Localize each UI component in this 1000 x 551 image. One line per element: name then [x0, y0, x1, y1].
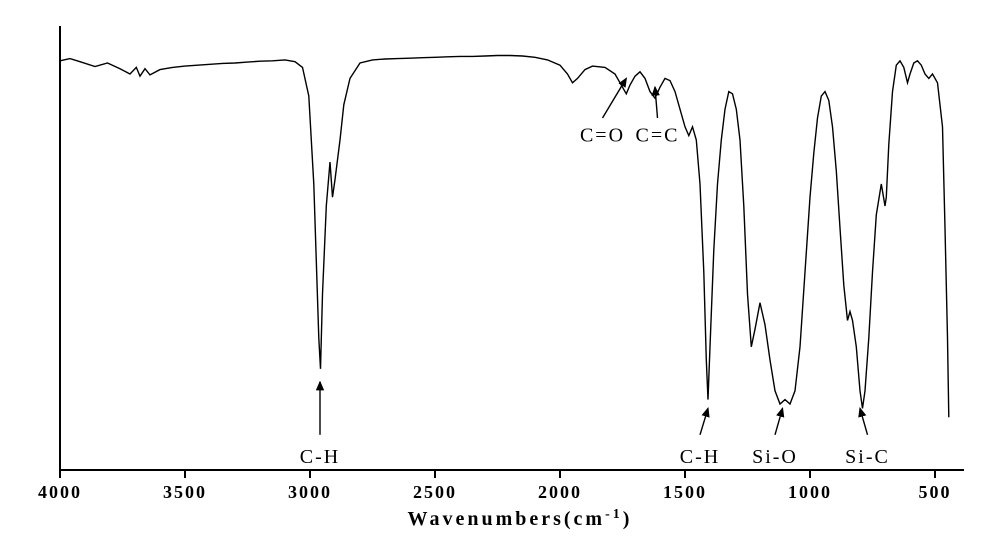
spectrum-svg: 4000 3500 3000 2500 2000 1500 1000 500 Wavenumbe… — [0, 0, 1000, 551]
peak-arrow — [860, 408, 868, 434]
peak-label: Si-C — [845, 446, 890, 468]
peak-arrow — [655, 87, 658, 118]
x-tick-label: 1500 — [663, 482, 707, 502]
peak-arrow — [775, 408, 783, 434]
x-tick-label: 500 — [919, 482, 952, 502]
peak-label: C-H — [680, 446, 720, 468]
spectrum-line — [60, 56, 949, 418]
peak-arrow — [603, 78, 627, 118]
peak-arrow — [700, 408, 708, 434]
x-tick-label: 4000 — [38, 482, 82, 502]
x-tick-label: 2500 — [413, 482, 457, 502]
x-tick-label: 3000 — [288, 482, 332, 502]
x-axis-title: Wavenumbers(cm-1) — [408, 507, 633, 531]
peak-label: C=O — [580, 125, 625, 147]
x-tick-label: 1000 — [788, 482, 832, 502]
x-tick-label: 3500 — [163, 482, 207, 502]
peak-label: C-H — [300, 446, 340, 468]
x-tick-label: 2000 — [538, 482, 582, 502]
peak-label: C=C — [636, 125, 680, 147]
ir-spectrum-chart: 4000 3500 3000 2500 2000 1500 1000 500 Wavenumbe… — [0, 0, 1000, 551]
peak-label: Si-O — [752, 446, 798, 468]
